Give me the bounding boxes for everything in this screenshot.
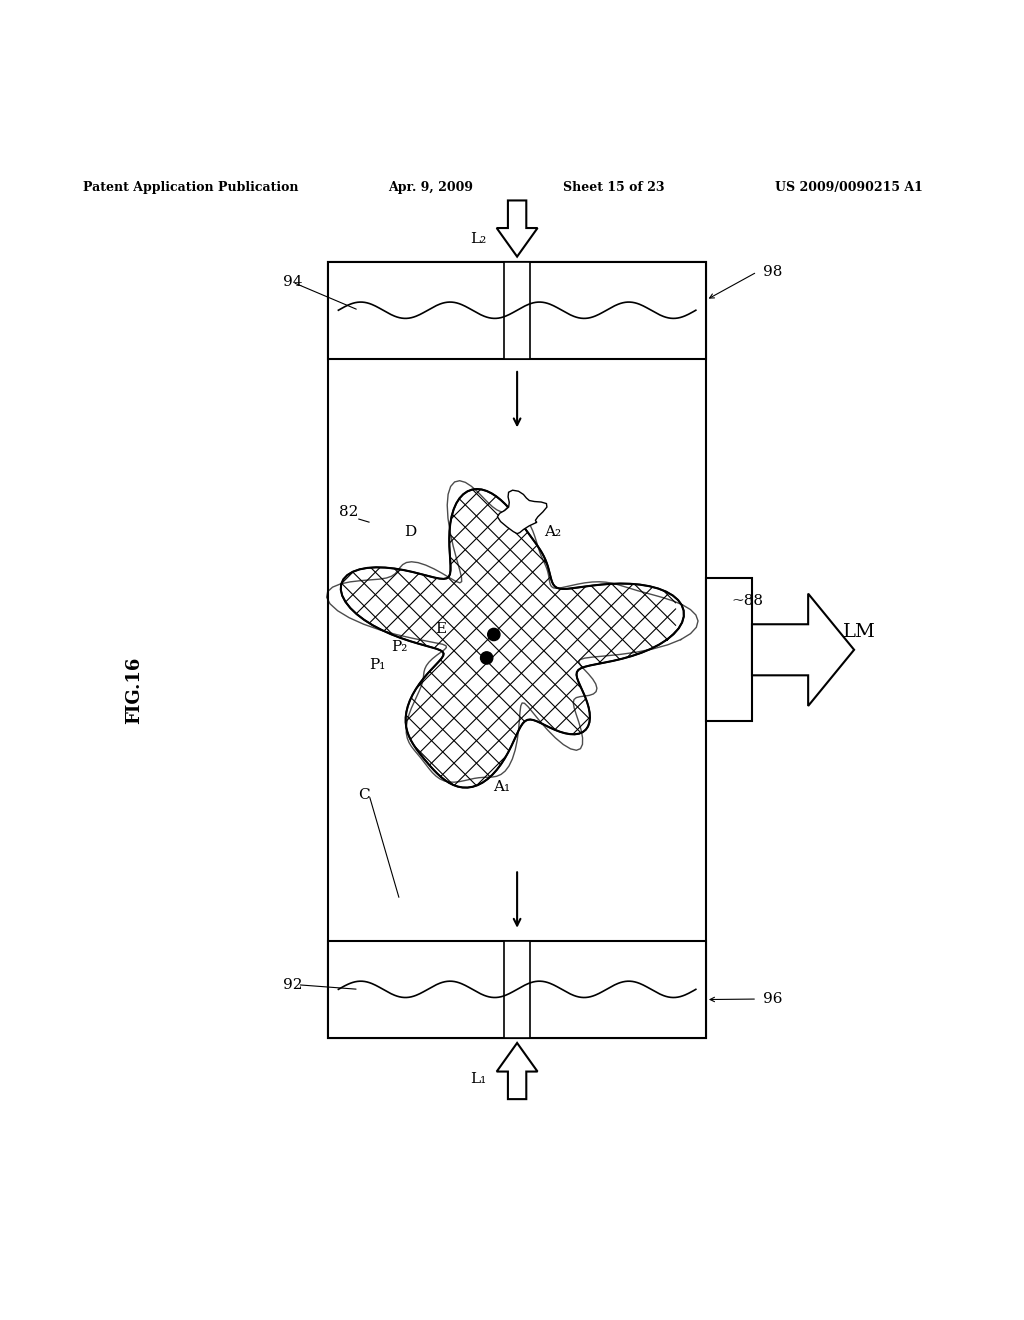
Text: 98: 98: [763, 265, 782, 279]
Text: Apr. 9, 2009: Apr. 9, 2009: [388, 181, 473, 194]
Text: ~88: ~88: [731, 594, 763, 607]
Polygon shape: [341, 488, 684, 788]
Text: 92: 92: [283, 978, 302, 991]
Circle shape: [487, 628, 500, 640]
Bar: [505, 261, 529, 359]
Bar: [706, 578, 752, 721]
Circle shape: [480, 652, 493, 664]
Text: C: C: [358, 788, 370, 801]
Text: Sheet 15 of 23: Sheet 15 of 23: [563, 181, 665, 194]
Text: 96: 96: [763, 993, 782, 1006]
Text: L₁: L₁: [470, 1072, 486, 1086]
Text: LM: LM: [843, 623, 876, 642]
Polygon shape: [498, 490, 547, 533]
Polygon shape: [752, 594, 854, 706]
Bar: [328, 261, 706, 1038]
Text: P₁: P₁: [369, 659, 385, 672]
Text: FIG.16: FIG.16: [125, 657, 143, 725]
PathPatch shape: [341, 488, 684, 788]
Bar: [328, 941, 706, 1038]
Text: 82: 82: [339, 506, 358, 519]
Text: 94: 94: [283, 275, 302, 289]
Text: D: D: [403, 525, 416, 540]
Text: E: E: [435, 622, 446, 636]
Text: A₁: A₁: [494, 780, 510, 793]
Polygon shape: [497, 201, 538, 256]
Text: US 2009/0090215 A1: US 2009/0090215 A1: [775, 181, 923, 194]
Polygon shape: [497, 1043, 538, 1100]
Bar: [328, 261, 706, 359]
Text: L₂: L₂: [470, 232, 486, 247]
Bar: [505, 941, 529, 1038]
Text: Patent Application Publication: Patent Application Publication: [83, 181, 299, 194]
Text: A₂: A₂: [545, 525, 561, 540]
Text: P₂: P₂: [391, 640, 408, 653]
